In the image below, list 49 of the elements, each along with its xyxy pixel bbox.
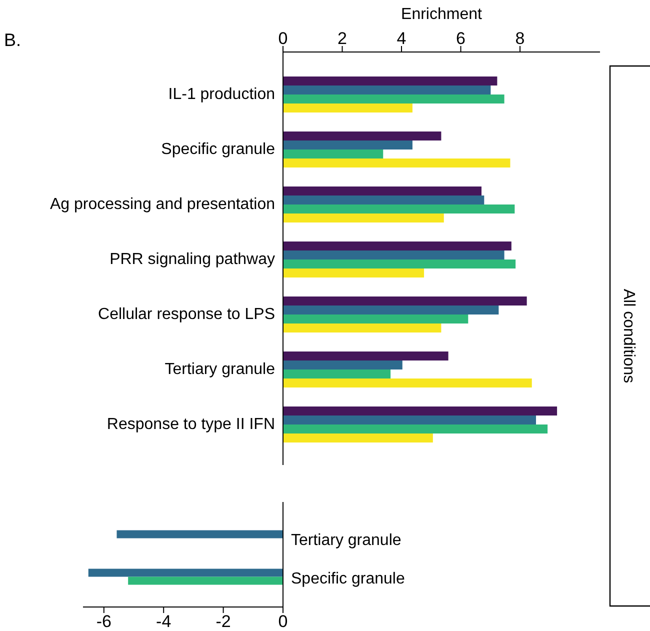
x-tick-label: -6 bbox=[96, 612, 112, 631]
y-tick-label: Specific granule bbox=[291, 570, 405, 588]
x-tick-label: -4 bbox=[156, 612, 172, 631]
bar bbox=[283, 369, 391, 378]
bar bbox=[283, 195, 484, 204]
bar bbox=[283, 433, 433, 442]
bar bbox=[283, 85, 491, 94]
bar bbox=[283, 204, 515, 214]
bar bbox=[283, 94, 504, 104]
bar bbox=[283, 131, 442, 140]
y-tick-label: Specific granule bbox=[161, 141, 276, 158]
y-tick-label: Cellular response to LPS bbox=[98, 306, 275, 324]
text: B. bbox=[4, 30, 22, 51]
x-tick-label: 2 bbox=[338, 29, 347, 48]
bar bbox=[283, 296, 527, 306]
bar bbox=[283, 360, 402, 370]
bar bbox=[283, 378, 532, 388]
bar bbox=[283, 305, 499, 314]
bar bbox=[283, 241, 512, 250]
y-tick-label: Tertiary granule bbox=[164, 361, 276, 378]
x-tick-label: 0 bbox=[278, 29, 288, 48]
x-axis-title: Enrichment bbox=[400, 6, 483, 24]
bar bbox=[283, 186, 482, 196]
x-tick-label: 6 bbox=[456, 29, 466, 48]
bar bbox=[283, 103, 412, 112]
x-tick-label: 0 bbox=[278, 612, 288, 631]
x-tick-label: -2 bbox=[216, 612, 231, 631]
bar bbox=[283, 140, 412, 150]
y-tick-label: Tertiary granule bbox=[291, 532, 402, 549]
y-tick-label: PRR signaling pathway bbox=[110, 251, 275, 268]
x-tick-label: 8 bbox=[515, 29, 525, 48]
bar bbox=[283, 406, 558, 416]
x-tick-label: 4 bbox=[396, 29, 406, 48]
bar bbox=[283, 213, 444, 222]
bar bbox=[283, 158, 510, 168]
y-tick-label: Ag processing and presentation bbox=[50, 196, 275, 214]
bar bbox=[283, 323, 442, 332]
bar bbox=[283, 259, 516, 268]
bar bbox=[283, 268, 424, 278]
bar bbox=[283, 415, 536, 424]
bar bbox=[283, 314, 468, 324]
y-tick-label: IL-1 production bbox=[168, 86, 275, 104]
bar bbox=[283, 76, 498, 86]
bar bbox=[283, 149, 384, 158]
bar bbox=[283, 351, 448, 360]
bar bbox=[283, 250, 504, 260]
y-tick-label: Response to type II IFN bbox=[106, 416, 275, 434]
text: All conditions bbox=[619, 288, 637, 384]
bar bbox=[283, 424, 548, 434]
